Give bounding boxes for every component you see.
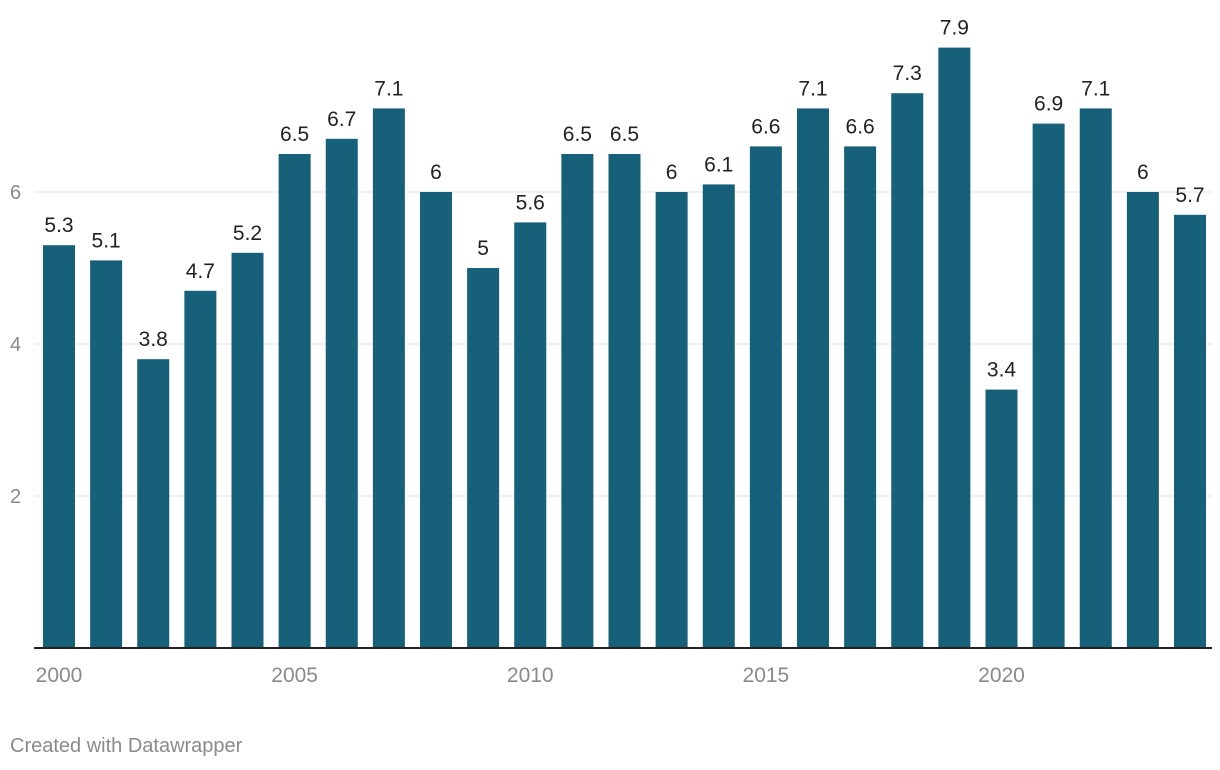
bar-2000 [43,245,75,648]
x-tick-label: 2015 [743,664,790,687]
value-label-2024: 5.7 [1175,184,1204,207]
value-label-2002: 3.8 [139,328,168,351]
bar-2001 [90,260,123,648]
value-label-2020: 3.4 [987,359,1017,382]
value-label-2018: 7.3 [893,62,922,85]
bar-2008 [420,192,452,648]
bar-2007 [372,108,405,648]
x-tick-label: 2005 [271,664,318,687]
x-tick-label: 2010 [507,664,554,687]
value-label-2004: 5.2 [233,222,262,245]
value-label-2003: 4.7 [186,260,215,283]
bar-2014 [702,184,735,648]
bar-2024 [1174,214,1206,649]
bar-2023 [1126,192,1159,648]
value-label-2001: 5.1 [92,229,121,252]
y-tick-label: 2 [10,486,21,508]
x-tick-label: 2020 [978,664,1025,687]
bar-2019 [938,47,971,649]
bar-2004 [231,252,264,649]
bar-2002 [137,359,170,648]
value-label-2009: 5 [477,237,489,260]
bar-2003 [184,290,217,648]
bar-2013 [655,192,688,648]
y-tick-label: 4 [10,334,21,356]
bar-2006 [325,138,358,649]
value-label-2023: 6 [1137,161,1149,184]
value-label-2021: 6.9 [1034,93,1063,116]
value-label-2000: 5.3 [44,214,73,237]
value-label-2006: 6.7 [327,108,356,131]
y-axis-labels: 2 4 6 [10,182,21,508]
value-labels: 5.3 5.1 3.8 4.7 5.2 6.5 6.7 7.1 6 5 5.6 6.5 6.5 6 6.1 6… [44,17,1204,382]
bar-2005 [278,154,311,648]
value-label-2016: 7.1 [798,77,827,100]
value-label-2008: 6 [430,161,442,184]
bar-2021 [1032,123,1065,649]
x-tick-label: 2000 [36,664,83,687]
bar-2015 [749,146,782,648]
bar-2020 [985,389,1018,648]
value-label-2017: 6.6 [846,115,875,138]
bar-2011 [561,154,594,648]
bars [43,47,1206,649]
bar-2012 [608,154,641,648]
value-label-2013: 6 [666,161,678,184]
value-label-2007: 7.1 [374,77,403,100]
y-tick-label: 6 [10,182,21,204]
value-label-2005: 6.5 [280,123,309,146]
bar-2017 [844,146,877,648]
x-axis-labels: 2000 2005 2010 2015 2020 [36,664,1025,687]
value-label-2015: 6.6 [751,115,780,138]
value-label-2022: 7.1 [1081,77,1110,100]
value-label-2012: 6.5 [610,123,639,146]
value-label-2010: 5.6 [516,191,545,214]
datawrapper-credit[interactable]: Created with Datawrapper [10,735,243,757]
value-label-2011: 6.5 [563,123,592,146]
value-label-2019: 7.9 [940,17,969,40]
bar-2010 [514,222,547,648]
bar-2022 [1079,108,1112,648]
bar-2016 [797,108,829,648]
bar-2009 [467,268,500,648]
bar-2018 [891,93,924,648]
value-label-2014: 6.1 [704,153,733,176]
